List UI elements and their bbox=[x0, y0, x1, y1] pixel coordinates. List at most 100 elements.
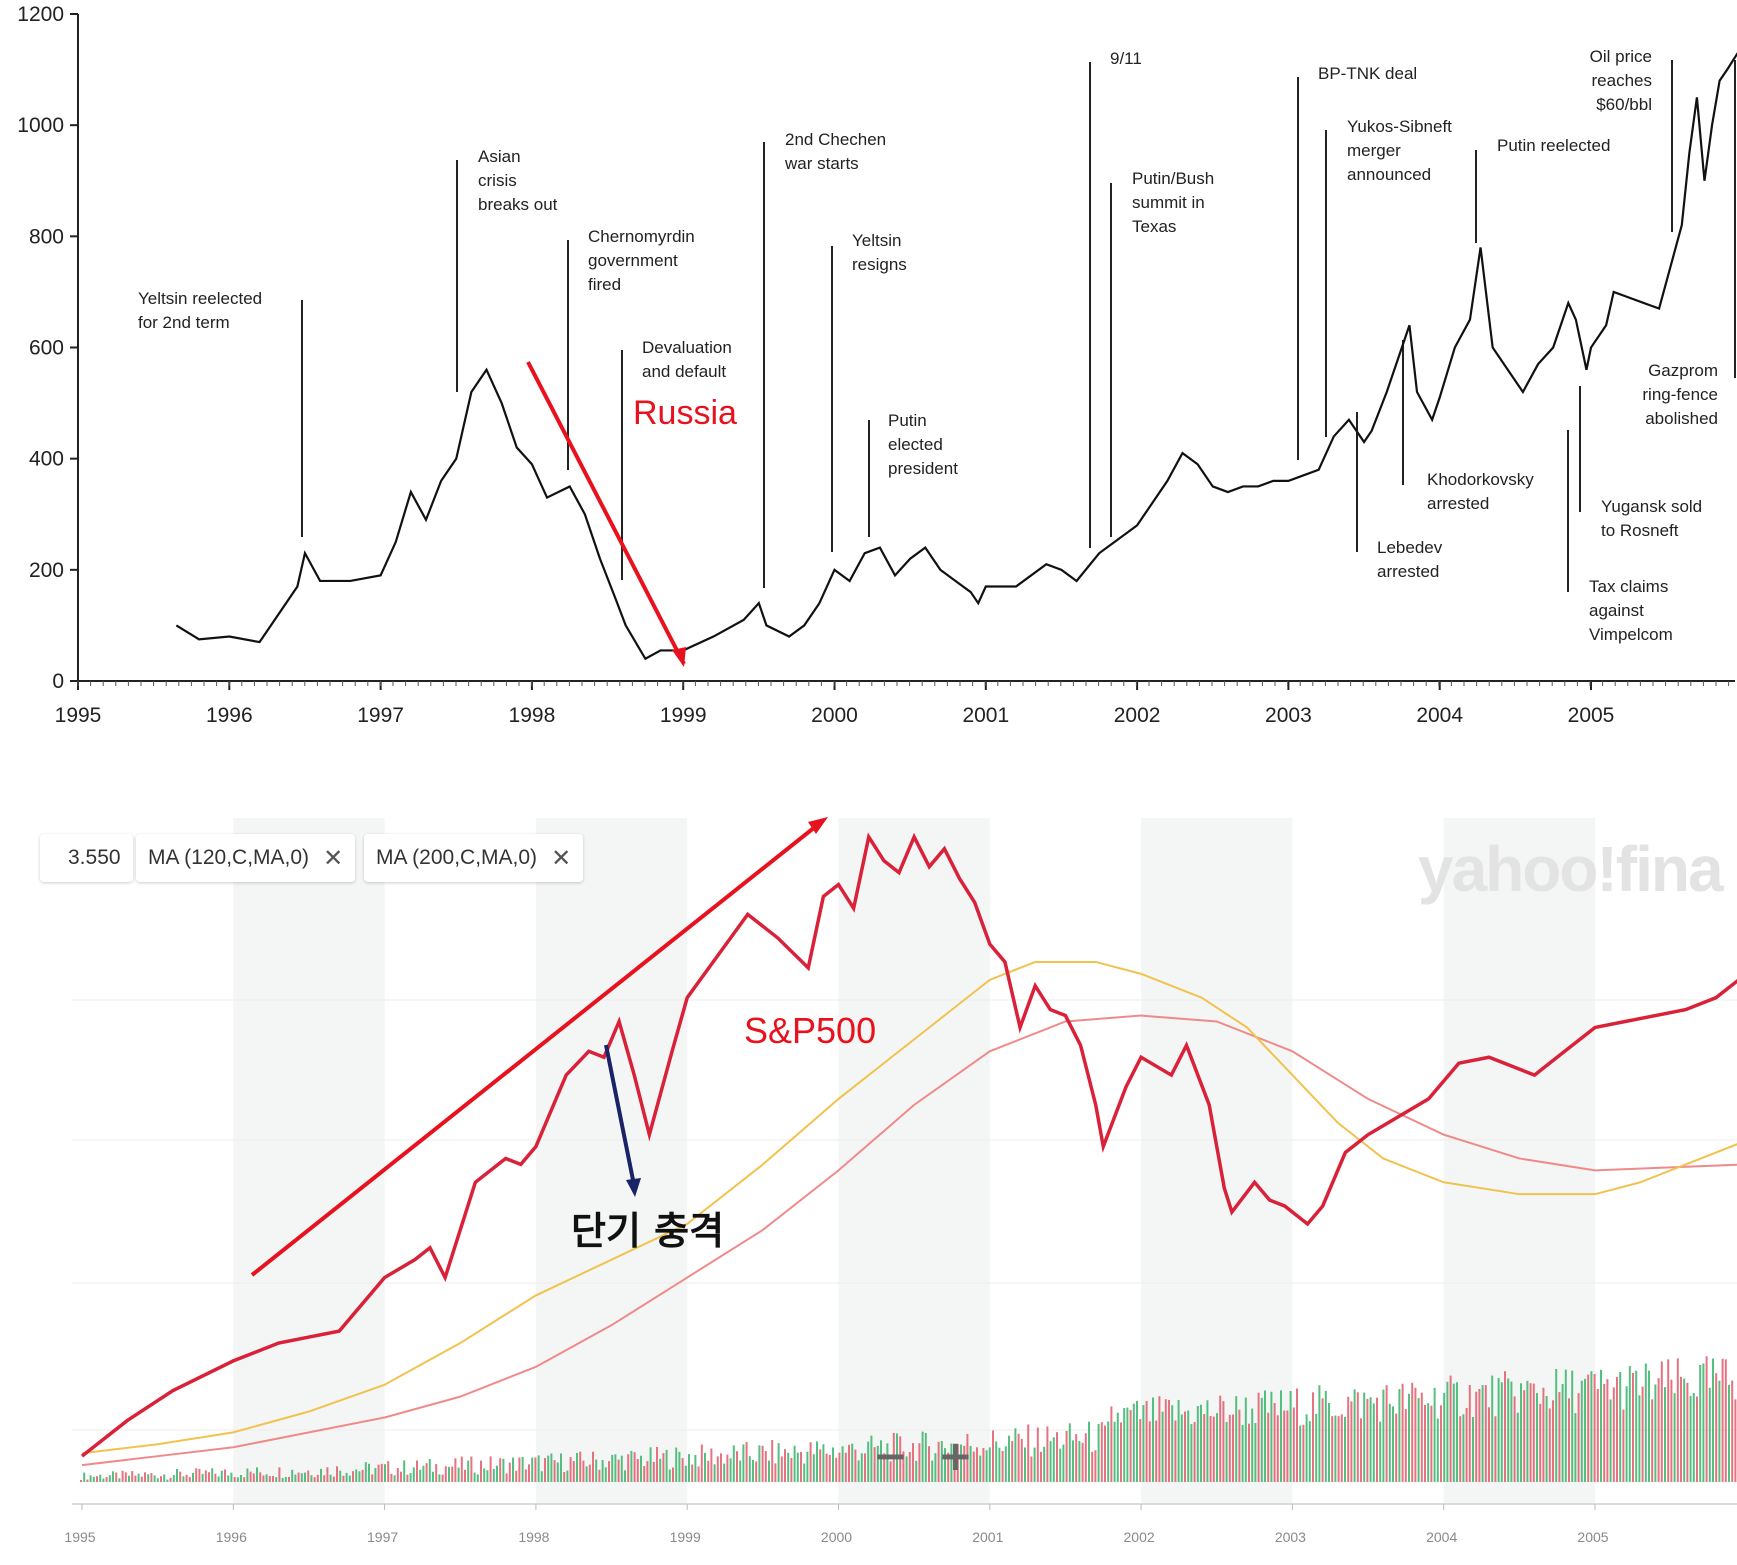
volume-bar bbox=[1273, 1402, 1276, 1482]
volume-bar bbox=[1641, 1386, 1644, 1482]
volume-bar bbox=[691, 1464, 694, 1482]
zoom-out-button[interactable]: − bbox=[872, 1430, 909, 1480]
volume-bar bbox=[998, 1447, 1001, 1482]
volume-bar bbox=[1465, 1407, 1468, 1482]
volume-bar bbox=[182, 1476, 185, 1482]
volume-bar bbox=[1008, 1435, 1010, 1482]
volume-bar bbox=[326, 1467, 329, 1482]
volume-bar bbox=[780, 1456, 783, 1482]
volume-bar bbox=[259, 1472, 262, 1482]
volume-bar bbox=[921, 1431, 924, 1482]
volume-bar bbox=[886, 1443, 889, 1482]
volume-bar bbox=[102, 1478, 105, 1482]
volume-bar bbox=[195, 1468, 198, 1482]
volume-bar bbox=[518, 1457, 521, 1482]
volume-bar bbox=[281, 1477, 284, 1482]
volume-bar bbox=[649, 1447, 652, 1482]
volume-bar bbox=[700, 1444, 703, 1482]
sp500-x-tick-label: 1998 bbox=[518, 1529, 549, 1545]
volume-bar bbox=[1145, 1400, 1148, 1482]
volume-bar bbox=[572, 1461, 575, 1482]
volume-bar bbox=[992, 1430, 994, 1482]
volume-bar bbox=[892, 1432, 895, 1482]
event-label: elected bbox=[888, 435, 943, 454]
volume-bar bbox=[665, 1449, 668, 1482]
volume-bar bbox=[1699, 1364, 1702, 1482]
volume-bar bbox=[211, 1468, 214, 1482]
volume-bar bbox=[732, 1445, 735, 1482]
volume-bar bbox=[912, 1443, 914, 1482]
volume-bar bbox=[716, 1456, 719, 1482]
volume-bar bbox=[1420, 1392, 1423, 1482]
volume-bar bbox=[384, 1464, 386, 1482]
volume-bar bbox=[297, 1472, 300, 1482]
indicator-pill-ma120[interactable]: MA (120,C,MA,0) ✕ bbox=[136, 834, 356, 882]
volume-bar bbox=[950, 1443, 953, 1482]
volume-bar bbox=[1027, 1424, 1030, 1482]
volume-bar bbox=[121, 1470, 124, 1482]
volume-bar bbox=[313, 1477, 316, 1482]
close-icon[interactable]: ✕ bbox=[551, 844, 572, 872]
event-label: 9/11 bbox=[1110, 49, 1142, 68]
volume-bar bbox=[1721, 1358, 1724, 1482]
volume-bar bbox=[1673, 1393, 1676, 1482]
volume-bar bbox=[1158, 1396, 1161, 1482]
volume-bar bbox=[758, 1445, 761, 1482]
indicator-pill-partial[interactable]: 3.550 bbox=[40, 834, 133, 882]
volume-bar bbox=[944, 1448, 946, 1482]
volume-bar bbox=[1468, 1385, 1471, 1482]
volume-bar bbox=[1481, 1385, 1484, 1482]
event-label: announced bbox=[1347, 165, 1431, 184]
volume-bar bbox=[256, 1467, 258, 1482]
volume-bar bbox=[752, 1459, 754, 1482]
indicator-pill-ma200[interactable]: MA (200,C,MA,0) ✕ bbox=[364, 834, 584, 882]
volume-bar bbox=[163, 1474, 166, 1482]
volume-bar bbox=[515, 1470, 518, 1482]
volume-bar bbox=[483, 1468, 486, 1482]
volume-bar bbox=[1510, 1381, 1513, 1482]
zoom-in-button[interactable]: + bbox=[937, 1430, 974, 1480]
volume-bar bbox=[1408, 1393, 1410, 1482]
volume-bar bbox=[1104, 1425, 1106, 1482]
volume-bar bbox=[595, 1459, 598, 1482]
russia-x-tick-label: 1995 bbox=[55, 704, 102, 727]
volume-bar bbox=[1289, 1390, 1292, 1482]
russia-x-tick-label: 1998 bbox=[509, 704, 556, 727]
volume-bar bbox=[1590, 1371, 1593, 1482]
event-label: Khodorkovsky bbox=[1427, 470, 1534, 489]
volume-bar bbox=[1718, 1380, 1721, 1482]
volume-bar bbox=[1619, 1372, 1622, 1482]
volume-bar bbox=[828, 1454, 831, 1482]
volume-bar bbox=[748, 1456, 751, 1482]
volume-bar bbox=[144, 1472, 146, 1482]
volume-bar bbox=[505, 1473, 508, 1482]
event-label: abolished bbox=[1645, 409, 1718, 428]
volume-bar bbox=[1654, 1384, 1657, 1482]
volume-bar bbox=[592, 1451, 594, 1482]
close-icon[interactable]: ✕ bbox=[323, 844, 344, 872]
volume-bar bbox=[1356, 1392, 1359, 1482]
volume-bar bbox=[329, 1474, 332, 1482]
event-label: summit in bbox=[1132, 193, 1205, 212]
volume-bar bbox=[396, 1468, 399, 1482]
event-label: Tax claims bbox=[1589, 577, 1668, 596]
volume-bar bbox=[92, 1476, 95, 1482]
volume-bar bbox=[425, 1463, 428, 1482]
volume-bar bbox=[1241, 1424, 1244, 1482]
volume-bar bbox=[816, 1441, 818, 1482]
volume-bar bbox=[713, 1464, 716, 1482]
volume-bar bbox=[339, 1470, 342, 1482]
volume-bar bbox=[252, 1473, 255, 1482]
volume-bar bbox=[995, 1441, 998, 1482]
volume-bar bbox=[707, 1460, 710, 1482]
volume-bar bbox=[124, 1472, 127, 1482]
volume-bar bbox=[80, 1480, 82, 1482]
volume-bar bbox=[1088, 1421, 1090, 1482]
volume-bar bbox=[128, 1475, 130, 1482]
volume-bar bbox=[1244, 1397, 1247, 1482]
volume-bar bbox=[1430, 1405, 1433, 1482]
volume-bar bbox=[870, 1435, 873, 1482]
event-label: Yeltsin reelected bbox=[138, 289, 262, 308]
volume-bar bbox=[1030, 1456, 1033, 1482]
